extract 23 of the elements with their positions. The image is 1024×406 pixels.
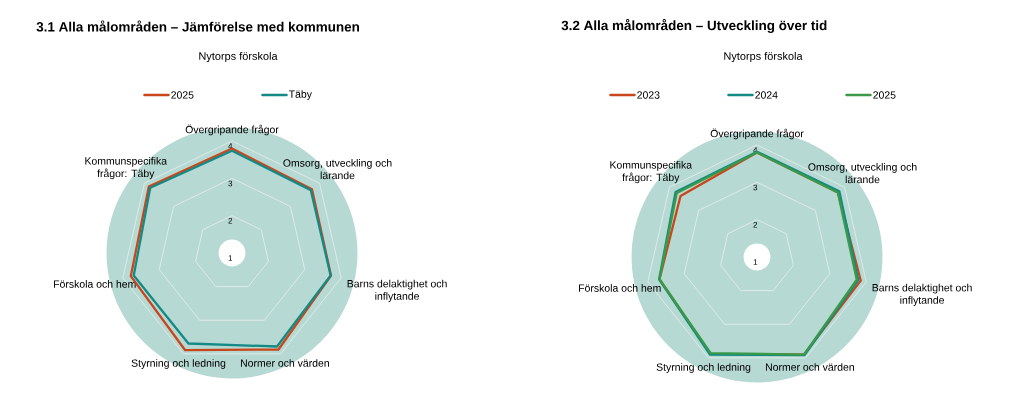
spoke-label: Kommunspecifika frågor: Täby — [610, 160, 693, 184]
spoke-label: Normer och värden — [240, 359, 329, 367]
chart-subtitle: Nytorps förskola — [199, 51, 278, 63]
chart-subtitle: Nytorps förskola — [724, 51, 803, 63]
spoke-label: Övergripande frågor — [185, 124, 279, 136]
spoke-label: Normer och värden — [765, 363, 854, 371]
legend-label: 2025 — [873, 91, 896, 99]
legend-label: Täby — [288, 90, 312, 100]
spoke-label: Kommunspecifika frågor: Täby — [85, 156, 168, 180]
chart-title: 3.2 Alla målområden – Utveckling över tid — [561, 19, 827, 33]
spoke-label: Barns delaktighet och inflytande — [347, 279, 447, 302]
spoke-label: Omsorg, utveckling och lärande — [283, 159, 392, 180]
legend-label: 2025 — [171, 91, 194, 99]
spoke-label: Barns delaktighet och inflytande — [872, 283, 972, 306]
spoke-label: Omsorg, utveckling och lärande — [808, 163, 917, 184]
spoke-label: Förskola och hem — [54, 280, 136, 288]
chart-title: 3.1 Alla målområden – Jämförelse med kommunen — [36, 20, 359, 32]
spoke-label: Styrning och ledning — [131, 359, 226, 369]
spoke-label: Övergripande frågor — [710, 128, 804, 140]
legend-label: 2023 — [637, 91, 660, 99]
spoke-label: Förskola och hem — [579, 284, 661, 292]
spoke-label: Styrning och ledning — [656, 363, 751, 373]
legend-label: 2024 — [755, 91, 778, 99]
